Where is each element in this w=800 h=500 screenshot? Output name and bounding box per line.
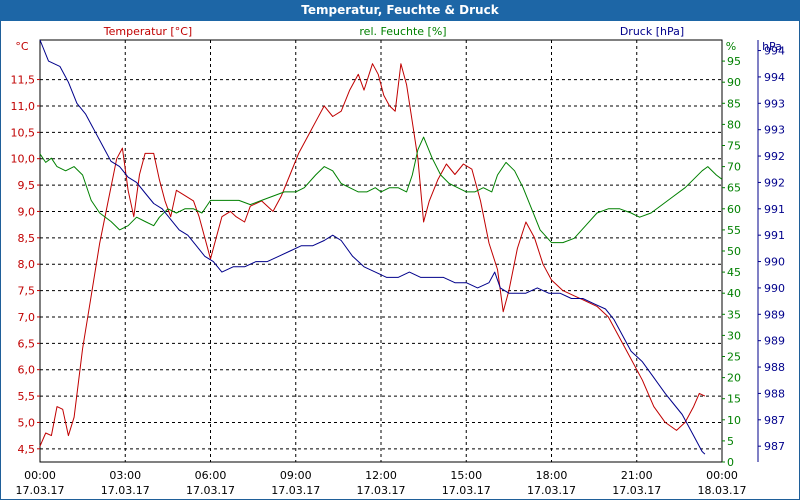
pressure-tick-label: 994 (764, 71, 785, 84)
humidity-tick-label: 20 (727, 372, 741, 385)
pressure-tick-label: 994 (764, 45, 785, 58)
tick-labels: 00:00 17.03.17 03:00 17.03.17 06:00 17.03.17 0… (11, 40, 785, 497)
pressure-series-line (39, 39, 706, 455)
grid-lines (40, 40, 722, 462)
pressure-tick-label: 991 (764, 203, 785, 216)
pressure-tick-label: 989 (764, 308, 785, 321)
temperature-tick-label: 10,5 (11, 126, 36, 139)
temperature-tick-label: 5,0 (18, 416, 36, 429)
x-tick-date: 17.03.17 (612, 484, 661, 497)
humidity-tick-label: 15 (727, 393, 741, 406)
humidity-tick-label: 65 (727, 182, 741, 195)
pressure-tick-label: 993 (764, 124, 785, 137)
pressure-tick-label: 987 (764, 440, 785, 453)
temperature-tick-label: 6,5 (18, 337, 36, 350)
x-tick-date: 18.03.17 (698, 484, 747, 497)
temperature-tick-label: 5,5 (18, 390, 36, 403)
humidity-tick-label: 95 (727, 55, 741, 68)
humidity-tick-label: 50 (727, 245, 741, 258)
humidity-series-line (39, 136, 723, 244)
temperature-tick-label: 7,5 (18, 285, 36, 298)
pressure-tick-label: 988 (764, 361, 785, 374)
pressure-tick-label: 992 (764, 150, 785, 163)
x-tick-time: 15:00 (450, 469, 482, 482)
humidity-tick-label: 75 (727, 140, 741, 153)
pressure-axis-label: Druck [hPa] (620, 25, 684, 38)
pressure-tick-label: 991 (764, 229, 785, 242)
pressure-tick-label: 989 (764, 335, 785, 348)
humidity-tick-label: 60 (727, 203, 741, 216)
pressure-tick-label: 993 (764, 97, 785, 110)
temperature-tick-label: 11,0 (11, 100, 36, 113)
humidity-tick-label: 0 (727, 456, 734, 469)
x-tick-time: 09:00 (280, 469, 312, 482)
pressure-unit: hPa (762, 40, 782, 53)
humidity-tick-label: 10 (727, 414, 741, 427)
temperature-tick-label: 11,5 (11, 74, 36, 87)
x-tick-date: 17.03.17 (442, 484, 491, 497)
pressure-tick-label: 990 (764, 256, 785, 269)
pressure-tick-label: 990 (764, 282, 785, 295)
temperature-tick-label: 8,0 (18, 258, 36, 271)
x-tick-time: 00:00 (24, 469, 56, 482)
humidity-tick-label: 30 (727, 329, 741, 342)
x-tick-date: 17.03.17 (101, 484, 150, 497)
temperature-tick-label: 9,5 (18, 179, 36, 192)
temperature-tick-label: 9,0 (18, 205, 36, 218)
temperature-axis-label: Temperatur [°C] (103, 25, 192, 38)
x-tick-time: 12:00 (365, 469, 397, 482)
x-tick-date: 17.03.17 (527, 484, 576, 497)
humidity-tick-label: 45 (727, 266, 741, 279)
humidity-tick-label: 70 (727, 161, 741, 174)
x-tick-date: 17.03.17 (16, 484, 65, 497)
humidity-tick-label: 5 (727, 435, 734, 448)
humidity-tick-label: 35 (727, 308, 741, 321)
pressure-tick-label: 987 (764, 414, 785, 427)
x-tick-date: 17.03.17 (186, 484, 235, 497)
pressure-tick-label: 988 (764, 387, 785, 400)
x-tick-time: 18:00 (536, 469, 568, 482)
humidity-tick-label: 85 (727, 97, 741, 110)
humidity-tick-label: 90 (727, 76, 741, 89)
x-tick-date: 17.03.17 (357, 484, 406, 497)
chart-title: Temperatur, Feuchte & Druck (0, 0, 800, 21)
pressure-tick-label: 992 (764, 176, 785, 189)
humidity-unit: % (726, 40, 736, 53)
humidity-tick-label: 55 (727, 224, 741, 237)
x-tick-time: 00:00 (706, 469, 738, 482)
x-tick-date: 17.03.17 (271, 484, 320, 497)
humidity-tick-label: 40 (727, 287, 741, 300)
temperature-unit: °C (15, 40, 29, 53)
x-tick-time: 21:00 (621, 469, 653, 482)
temperature-tick-label: 4,5 (18, 443, 36, 456)
humidity-tick-label: 80 (727, 118, 741, 131)
temperature-tick-label: 8,5 (18, 232, 36, 245)
humidity-tick-label: 25 (727, 351, 741, 364)
temperature-tick-label: 6,0 (18, 364, 36, 377)
x-tick-time: 06:00 (195, 469, 227, 482)
temperature-series-line (39, 63, 706, 447)
x-tick-time: 03:00 (109, 469, 141, 482)
temperature-tick-label: 7,0 (18, 311, 36, 324)
series-lines (39, 39, 723, 455)
humidity-axis-label: rel. Feuchte [%] (359, 25, 446, 38)
temperature-tick-label: 10,0 (11, 153, 36, 166)
